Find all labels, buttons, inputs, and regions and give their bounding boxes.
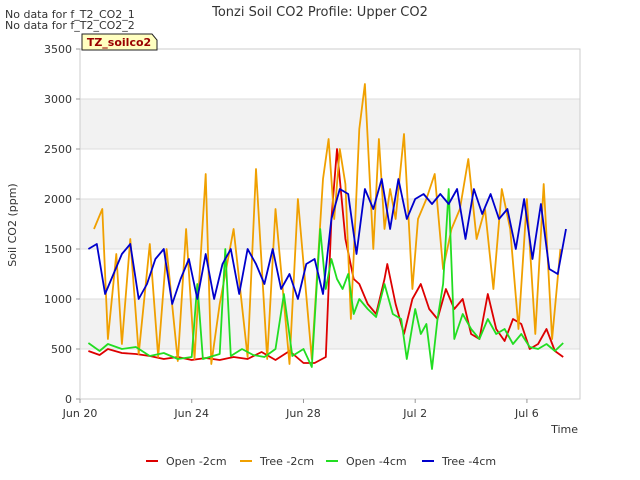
x-tick-label: Jul 2 [402,407,427,420]
y-axis-label: Soil CO2 (ppm) [6,183,19,266]
x-tick-label: Jun 24 [173,407,209,420]
chart-title: Tonzi Soil CO2 Profile: Upper CO2 [211,5,428,20]
y-tick-label: 1000 [44,293,72,306]
x-tick-label: Jun 20 [62,407,98,420]
y-tick-label: 3000 [44,93,72,106]
series-line-tree-4cm [87,178,567,305]
note-line-2: No data for f_T2_CO2_2 [5,19,135,32]
plot-band [80,349,580,399]
y-tick-label: 2000 [44,193,72,206]
plot-frame [79,48,581,400]
legend-label: Open -2cm [166,455,227,468]
plot-band [80,99,580,149]
legend: Open -2cm Tree -2cm Open -4cm Tree -4cm [146,455,496,468]
legend-item: Open -4cm [326,455,407,468]
x-axis-ticks: Jun 20 Jun 24 Jun 28 Jul 2 Jul 6 [62,399,539,420]
series-line-open-4cm [87,188,564,370]
legend-label: Open -4cm [346,455,407,468]
y-tick-label: 3500 [44,43,72,56]
y-axis-ticks: 0 500 1000 1500 2000 2500 3000 3500 [44,43,80,406]
y-tick-label: 500 [51,343,72,356]
legend-item: Tree -2cm [240,455,314,468]
series-line-open-2cm [88,148,564,364]
x-tick-label: Jun 28 [285,407,321,420]
plot-band [80,49,580,99]
legend-label: Tree -4cm [441,455,496,468]
legend-item: Tree -4cm [422,455,496,468]
site-badge-label: TZ_soilco2 [87,36,151,49]
legend-item: Open -2cm [146,455,227,468]
legend-label: Tree -2cm [259,455,314,468]
y-tick-label: 0 [65,393,72,406]
note-line-1: No data for f_T2_CO2_1 [5,8,135,21]
plot-band [80,299,580,349]
y-tick-label: 2500 [44,143,72,156]
x-tick-label: Jul 6 [514,407,539,420]
series-layer [87,83,567,370]
plot-background [80,49,580,399]
y-tick-label: 1500 [44,243,72,256]
site-badge: TZ_soilco2 [81,33,158,51]
x-axis-label: Time [550,423,578,436]
